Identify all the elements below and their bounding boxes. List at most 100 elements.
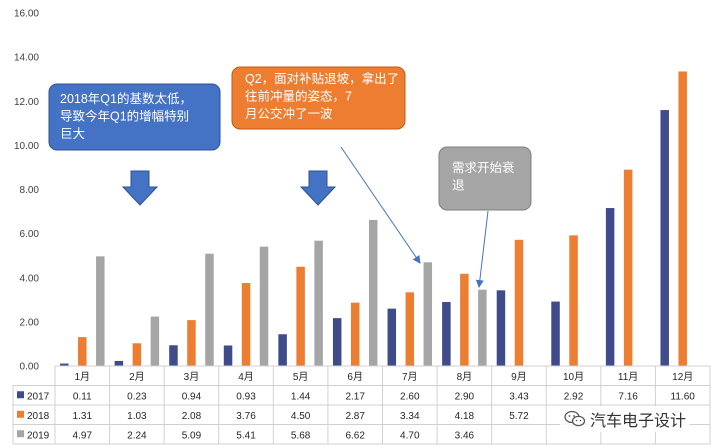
bar-2017-4	[223, 345, 233, 366]
bar-2017-7	[387, 308, 397, 366]
callout-gray-text: 需求开始衰退	[452, 160, 515, 193]
table-cell: 2.90	[455, 391, 475, 402]
callout-orange	[231, 66, 406, 130]
bar-2018-12	[678, 71, 687, 366]
bar-2019-7	[423, 262, 433, 366]
bar-2017-6	[332, 318, 342, 366]
bar-2018-1	[78, 337, 87, 366]
category-label: 4月	[238, 371, 254, 383]
table-cell: 3.46	[455, 430, 475, 441]
table-cell: 2.24	[127, 430, 147, 441]
table-cell: 2.60	[400, 391, 420, 402]
bar-2018-9	[514, 239, 524, 366]
callout-blue-text: 2018年Q1的基数太低，导致今年Q1的增幅特别巨大	[60, 91, 192, 141]
bar-2019-6	[368, 219, 378, 366]
data-table: 1月 2月 3月 4月 5月 6月 7月 8月 9月 10月 11月 12月 2017 0.11 0.23 0…	[12, 365, 711, 445]
bar-2017-1	[60, 363, 69, 366]
table-cell: 2.92	[564, 391, 584, 402]
y-tick-label: 16.00	[14, 9, 39, 20]
y-tick-label: 6.00	[20, 229, 40, 240]
legend-label-2018: 2018	[27, 411, 50, 422]
bar-2018-8	[460, 273, 469, 366]
category-label: 8月	[457, 371, 473, 383]
table-cell: 0.93	[236, 391, 256, 402]
bar-2018-2	[132, 343, 142, 366]
category-label: 12月	[672, 371, 693, 383]
legend-label-2017: 2017	[27, 391, 50, 402]
table-cell: 2.08	[182, 411, 202, 422]
legend-swatch-2018	[17, 410, 24, 418]
bar-2019-1	[96, 256, 105, 366]
category-label: 1月	[75, 371, 91, 383]
category-label: 3月	[184, 371, 200, 383]
table-cell: 0.94	[182, 391, 202, 402]
bar-2019-3	[205, 253, 214, 366]
bar-2017-3	[169, 345, 178, 366]
bar-2017-12	[660, 110, 669, 366]
y-tick-label: 2.00	[20, 317, 40, 328]
category-label: 10月	[563, 371, 584, 383]
bar-2019-2	[150, 316, 160, 366]
bar-2019-4	[259, 246, 269, 366]
table-cell: 3.76	[236, 411, 256, 422]
pointer-line	[340, 146, 421, 264]
bar-2017-5	[278, 334, 287, 366]
bar-2018-6	[350, 302, 360, 366]
table-cell: 5.68	[291, 430, 311, 441]
bars	[60, 71, 687, 366]
table-cell: 4.70	[400, 430, 420, 441]
table-cell: 4.97	[73, 430, 93, 441]
watermark: 汽车电子设计	[559, 406, 690, 432]
table-cell: 4.50	[291, 411, 311, 422]
bar-2019-5	[314, 240, 323, 366]
bar-2017-11	[605, 208, 615, 366]
bar-2017-8	[442, 302, 451, 366]
bar-2017-2	[114, 360, 124, 366]
callouts: 2018年Q1的基数太低，导致今年Q1的增幅特别巨大 Q2，面对补贴退坡，拿出了往…	[48, 66, 532, 288]
table-cell: 3.43	[509, 391, 529, 402]
table-cell: 0.23	[127, 391, 147, 402]
table-cell: 5.72	[509, 411, 529, 422]
table-cell: 2.87	[345, 411, 365, 422]
table-cell: 11.60	[671, 391, 696, 402]
table-cell: 0.11	[73, 391, 92, 402]
y-tick-label: 14.00	[14, 53, 39, 64]
bar-2018-10	[569, 235, 578, 366]
watermark-text: 汽车电子设计	[589, 413, 686, 430]
legend-swatch-2017	[17, 391, 24, 399]
category-label: 9月	[511, 371, 527, 383]
legend-swatch-2019	[17, 430, 24, 438]
category-label: 6月	[347, 371, 363, 383]
table-cell: 1.31	[73, 411, 93, 422]
category-label: 5月	[293, 371, 309, 383]
table-cell: 4.18	[455, 411, 475, 422]
legend-label-2019: 2019	[27, 430, 50, 441]
y-tick-label: 10.00	[14, 141, 39, 152]
bar-2018-3	[187, 320, 196, 366]
callout-gray	[438, 146, 532, 211]
table-cell: 1.03	[127, 411, 147, 422]
bar-2017-10	[551, 301, 560, 366]
table-cell: 7.16	[618, 391, 638, 402]
category-label: 11月	[618, 371, 638, 383]
table-cell: 2.17	[345, 391, 365, 402]
callout-blue	[48, 83, 221, 151]
category-label: 7月	[402, 371, 418, 383]
table-cell: 3.34	[400, 411, 420, 422]
bar-2019-8	[478, 289, 487, 366]
pointer-line	[475, 210, 489, 288]
y-tick-label: 4.00	[20, 273, 40, 284]
bar-2017-9	[496, 290, 506, 366]
y-axis: 0.00 2.00 4.00 6.00 8.00 10.00 12.00 14.00 16.00	[14, 9, 39, 373]
bar-2018-4	[241, 283, 251, 366]
category-label: 2月	[129, 371, 145, 383]
y-tick-label: 8.00	[20, 185, 40, 196]
table-cell: 5.09	[182, 430, 202, 441]
wechat-icon	[564, 410, 586, 427]
y-tick-label: 12.00	[14, 97, 39, 108]
bar-2018-5	[296, 266, 305, 366]
table-cell: 6.62	[345, 430, 365, 441]
bar-2018-11	[623, 169, 633, 366]
down-arrow-icon	[121, 170, 159, 206]
